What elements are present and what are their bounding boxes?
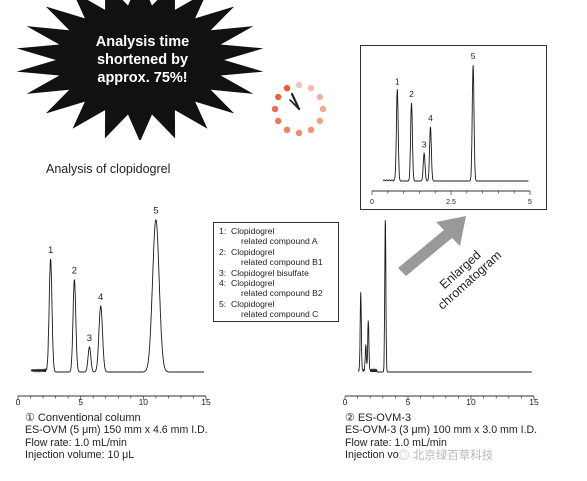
banner-starburst <box>16 0 264 140</box>
x-tick-label: 0 <box>343 397 348 407</box>
legend-item-1: 1: Clopidogrel related compound A <box>219 226 338 247</box>
legend-item-5: 5: Clopidogrel related compound C <box>219 299 338 320</box>
right-caption-injection: Injection vo <box>345 448 399 461</box>
chromatogram-trace <box>382 65 529 182</box>
x-tick-label: 10 <box>139 397 149 407</box>
left-caption-injection: Injection volume: 10 μL <box>25 448 135 461</box>
clock-dot <box>307 85 315 92</box>
chromatogram-conventional: 1 2 3 4 5 0 5 10 15 <box>16 206 211 407</box>
enlarged-chromatogram-frame <box>360 45 547 210</box>
legend-item-3: 3: Clopidogrel bisulfate <box>219 268 338 278</box>
left-caption-title: ① Conventional column <box>25 412 141 424</box>
peak-label-1: 1 <box>48 245 53 256</box>
peak-label-1: 1 <box>395 76 400 86</box>
left-caption-column: ES-OVM (5 μm) 150 mm x 4.6 mm I.D. <box>25 424 208 437</box>
clock-dot <box>283 85 291 92</box>
analysis-title: Analysis of clopidogrel <box>46 162 171 176</box>
chromatogram-trace <box>30 219 204 374</box>
clock-dot <box>307 126 315 133</box>
chromatogram-enlarged: 12 3 4 5 0 2.5 5 <box>370 51 532 206</box>
right-caption-title: ② ES-OVM-3 <box>345 412 412 424</box>
enlarge-arrow <box>398 216 466 276</box>
legend-line: related compound A <box>241 236 318 247</box>
x-tick-label: 5 <box>528 199 532 206</box>
clock-dot <box>275 117 282 125</box>
clock-dot <box>275 93 282 101</box>
clock-icon <box>271 81 327 137</box>
clock-dot <box>295 81 303 89</box>
legend-line: Clopidogrel bisulfate <box>231 267 309 278</box>
legend-num: 1: <box>219 226 227 236</box>
clock-dot <box>271 105 279 113</box>
legend-line: Clopidogrel <box>231 246 275 257</box>
right-caption: ② ES-OVM-3 ES-OVM-3 (3 μm) 100 mm x 3.0 … <box>345 412 537 461</box>
banner-line-1: Analysis time <box>95 34 190 50</box>
peak-label-4: 4 <box>98 292 103 303</box>
x-tick-label: 15 <box>201 397 211 407</box>
legend-num: 5: <box>219 298 227 309</box>
legend-num: 4: <box>219 278 227 289</box>
legend-item-2: 2: Clopidogrel related compound B1 <box>219 247 338 268</box>
peak-label-4: 4 <box>428 113 433 123</box>
legend-line: related compound B2 <box>241 288 323 299</box>
arrow-icon <box>398 216 466 276</box>
clock-dot <box>283 126 291 133</box>
watermark-text: 北京绿百草科技 <box>412 450 494 462</box>
banner-line-2: shortened by <box>96 52 189 68</box>
clock-hand-hour <box>290 92 301 111</box>
peak-label-5: 5 <box>153 206 158 217</box>
legend-line: related compound B1 <box>241 257 323 268</box>
legend-line: Clopidogrel <box>231 298 275 309</box>
right-caption-column: ES-OVM-3 (3 μm) 100 mm x 3.0 mm I.D. <box>345 424 538 437</box>
banner-text: Analysis time shortened by approx. 75%! <box>60 33 225 87</box>
x-tick-label: 0 <box>16 397 21 407</box>
clock-hand-minute <box>289 99 300 110</box>
right-caption-flow: Flow rate: 1.0 mL/min <box>345 436 447 449</box>
legend-line: Clopidogrel <box>231 278 275 289</box>
peak-label-2: 2 <box>72 265 77 276</box>
legend-line: related compound C <box>241 309 319 320</box>
clock-dot <box>319 105 327 113</box>
arrow-label: Enlarged chromatogram <box>435 248 504 313</box>
chromatogram-es-ovm-3: 0 5 10 15 <box>343 220 539 407</box>
peak-label-3: 3 <box>87 333 92 344</box>
chromatogram-trace <box>358 220 532 373</box>
banner-line-3: approx. 75%! <box>97 70 188 86</box>
x-tick-label: 2.5 <box>446 199 456 206</box>
watermark-logo-icon: ◎ <box>398 450 413 462</box>
x-tick-label: 5 <box>406 397 411 407</box>
compound-legend: 1: Clopidogrel related compound A 2: Clo… <box>213 222 339 322</box>
starburst-shape <box>16 0 264 140</box>
clock-dot <box>316 93 323 101</box>
left-caption: ① Conventional column ES-OVM (5 μm) 150 … <box>25 412 208 461</box>
x-tick-label: 0 <box>370 199 374 206</box>
legend-num: 2: <box>219 246 227 257</box>
peak-label-5: 5 <box>471 51 476 61</box>
peak-label-2: 2 <box>409 89 414 99</box>
x-tick-label: 15 <box>529 397 539 407</box>
peak-label-3: 3 <box>422 139 427 149</box>
watermark: ◎ 北京绿百草科技 <box>398 447 493 463</box>
clock-dot <box>316 117 323 125</box>
legend-num: 3: <box>219 267 227 278</box>
left-caption-flow: Flow rate: 1.0 mL/min <box>25 436 127 449</box>
clock-dot <box>295 129 303 137</box>
legend-line: Clopidogrel <box>231 226 275 236</box>
x-tick-label: 5 <box>78 397 83 407</box>
x-tick-label: 10 <box>466 397 476 407</box>
legend-item-4: 4: Clopidogrel related compound B2 <box>219 278 338 299</box>
